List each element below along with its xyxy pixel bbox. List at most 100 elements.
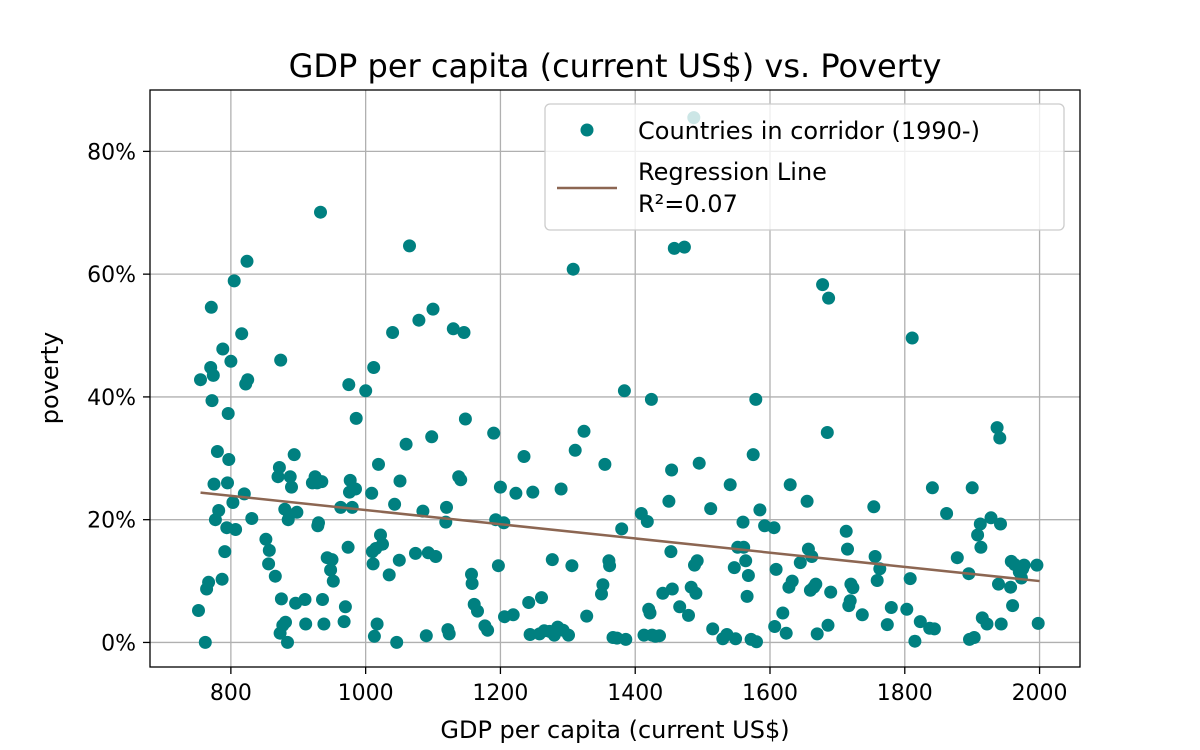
data-point xyxy=(491,559,505,573)
data-point xyxy=(458,412,472,426)
data-point xyxy=(227,274,241,288)
data-point xyxy=(667,241,681,255)
data-point xyxy=(446,322,460,336)
data-point xyxy=(749,392,763,406)
data-point xyxy=(392,553,406,567)
data-point xyxy=(868,550,882,563)
data-point xyxy=(454,473,468,487)
data-point xyxy=(471,604,484,618)
data-point xyxy=(388,497,402,511)
x-tick-label: 1600 xyxy=(742,681,798,706)
data-point xyxy=(218,545,232,559)
x-tick-label: 1800 xyxy=(877,681,933,706)
data-point xyxy=(349,411,363,425)
data-point xyxy=(841,542,854,556)
data-point xyxy=(706,622,720,636)
data-point xyxy=(940,507,954,520)
y-axis-label: poverty xyxy=(36,332,64,424)
data-point xyxy=(690,554,704,568)
data-point xyxy=(497,516,511,530)
data-point xyxy=(741,569,755,582)
data-point xyxy=(884,601,898,614)
data-point xyxy=(682,608,695,622)
data-point xyxy=(202,575,216,589)
data-point xyxy=(739,554,753,568)
x-tick-label: 1400 xyxy=(607,681,663,706)
data-point xyxy=(810,627,824,641)
data-point xyxy=(285,480,298,494)
data-point xyxy=(913,615,927,629)
data-point xyxy=(727,561,741,575)
data-point xyxy=(824,585,838,599)
y-tick-label: 80% xyxy=(87,140,136,165)
data-point xyxy=(290,505,304,519)
data-point xyxy=(870,574,884,587)
data-point xyxy=(767,521,781,535)
data-point xyxy=(221,476,234,490)
data-point xyxy=(737,540,751,554)
data-point xyxy=(376,537,389,551)
data-point xyxy=(326,574,340,588)
data-point xyxy=(409,546,422,560)
data-point xyxy=(314,205,327,219)
data-point xyxy=(925,481,939,495)
data-point xyxy=(846,581,860,595)
data-point xyxy=(568,443,582,457)
data-point xyxy=(967,631,981,644)
data-point xyxy=(526,485,540,499)
data-point xyxy=(619,632,633,646)
data-point xyxy=(598,457,612,471)
y-tick-label: 0% xyxy=(101,631,136,656)
data-point xyxy=(287,448,301,462)
data-point xyxy=(226,496,240,509)
data-point xyxy=(229,523,243,536)
regression-line xyxy=(200,491,1040,583)
data-point xyxy=(1006,599,1020,613)
data-point xyxy=(990,421,1004,435)
data-point xyxy=(349,482,362,496)
data-point xyxy=(800,494,814,508)
x-tick-label: 800 xyxy=(210,681,252,706)
legend-scatter-label: Countries in corridor (1990-) xyxy=(638,117,980,145)
data-point xyxy=(262,557,276,571)
data-point xyxy=(324,563,338,577)
data-point xyxy=(903,572,917,586)
data-point xyxy=(426,302,440,316)
data-point xyxy=(843,594,857,608)
data-point xyxy=(367,361,381,374)
data-point xyxy=(245,512,259,525)
data-point xyxy=(974,540,988,554)
data-point xyxy=(793,556,807,570)
regression-layer xyxy=(200,491,1040,583)
data-point xyxy=(359,384,373,398)
data-point xyxy=(867,500,881,514)
data-point xyxy=(783,478,797,492)
data-point xyxy=(562,628,575,642)
data-point xyxy=(366,557,380,571)
data-point xyxy=(535,591,548,605)
data-point xyxy=(517,450,531,463)
data-point xyxy=(194,373,207,387)
data-point xyxy=(643,606,657,620)
data-point xyxy=(509,486,523,500)
data-point xyxy=(577,424,591,438)
chart-title: GDP per capita (current US$) vs. Poverty xyxy=(289,47,942,85)
data-point xyxy=(365,486,379,500)
data-point xyxy=(506,608,520,622)
data-point xyxy=(522,596,536,609)
data-point xyxy=(272,461,286,474)
data-point xyxy=(370,617,384,631)
data-point xyxy=(993,431,1007,445)
data-point xyxy=(457,326,471,339)
legend-scatter-marker xyxy=(580,123,594,137)
legend-r-squared-label: R²=0.07 xyxy=(638,190,738,218)
data-point xyxy=(729,632,743,646)
data-point xyxy=(341,540,355,554)
data-point xyxy=(487,426,501,440)
legend: Countries in corridor (1990-) Regression… xyxy=(544,103,1065,231)
data-point xyxy=(779,626,793,640)
data-point xyxy=(493,480,507,494)
data-point xyxy=(403,239,416,253)
data-point xyxy=(198,635,212,649)
data-point xyxy=(325,553,339,567)
